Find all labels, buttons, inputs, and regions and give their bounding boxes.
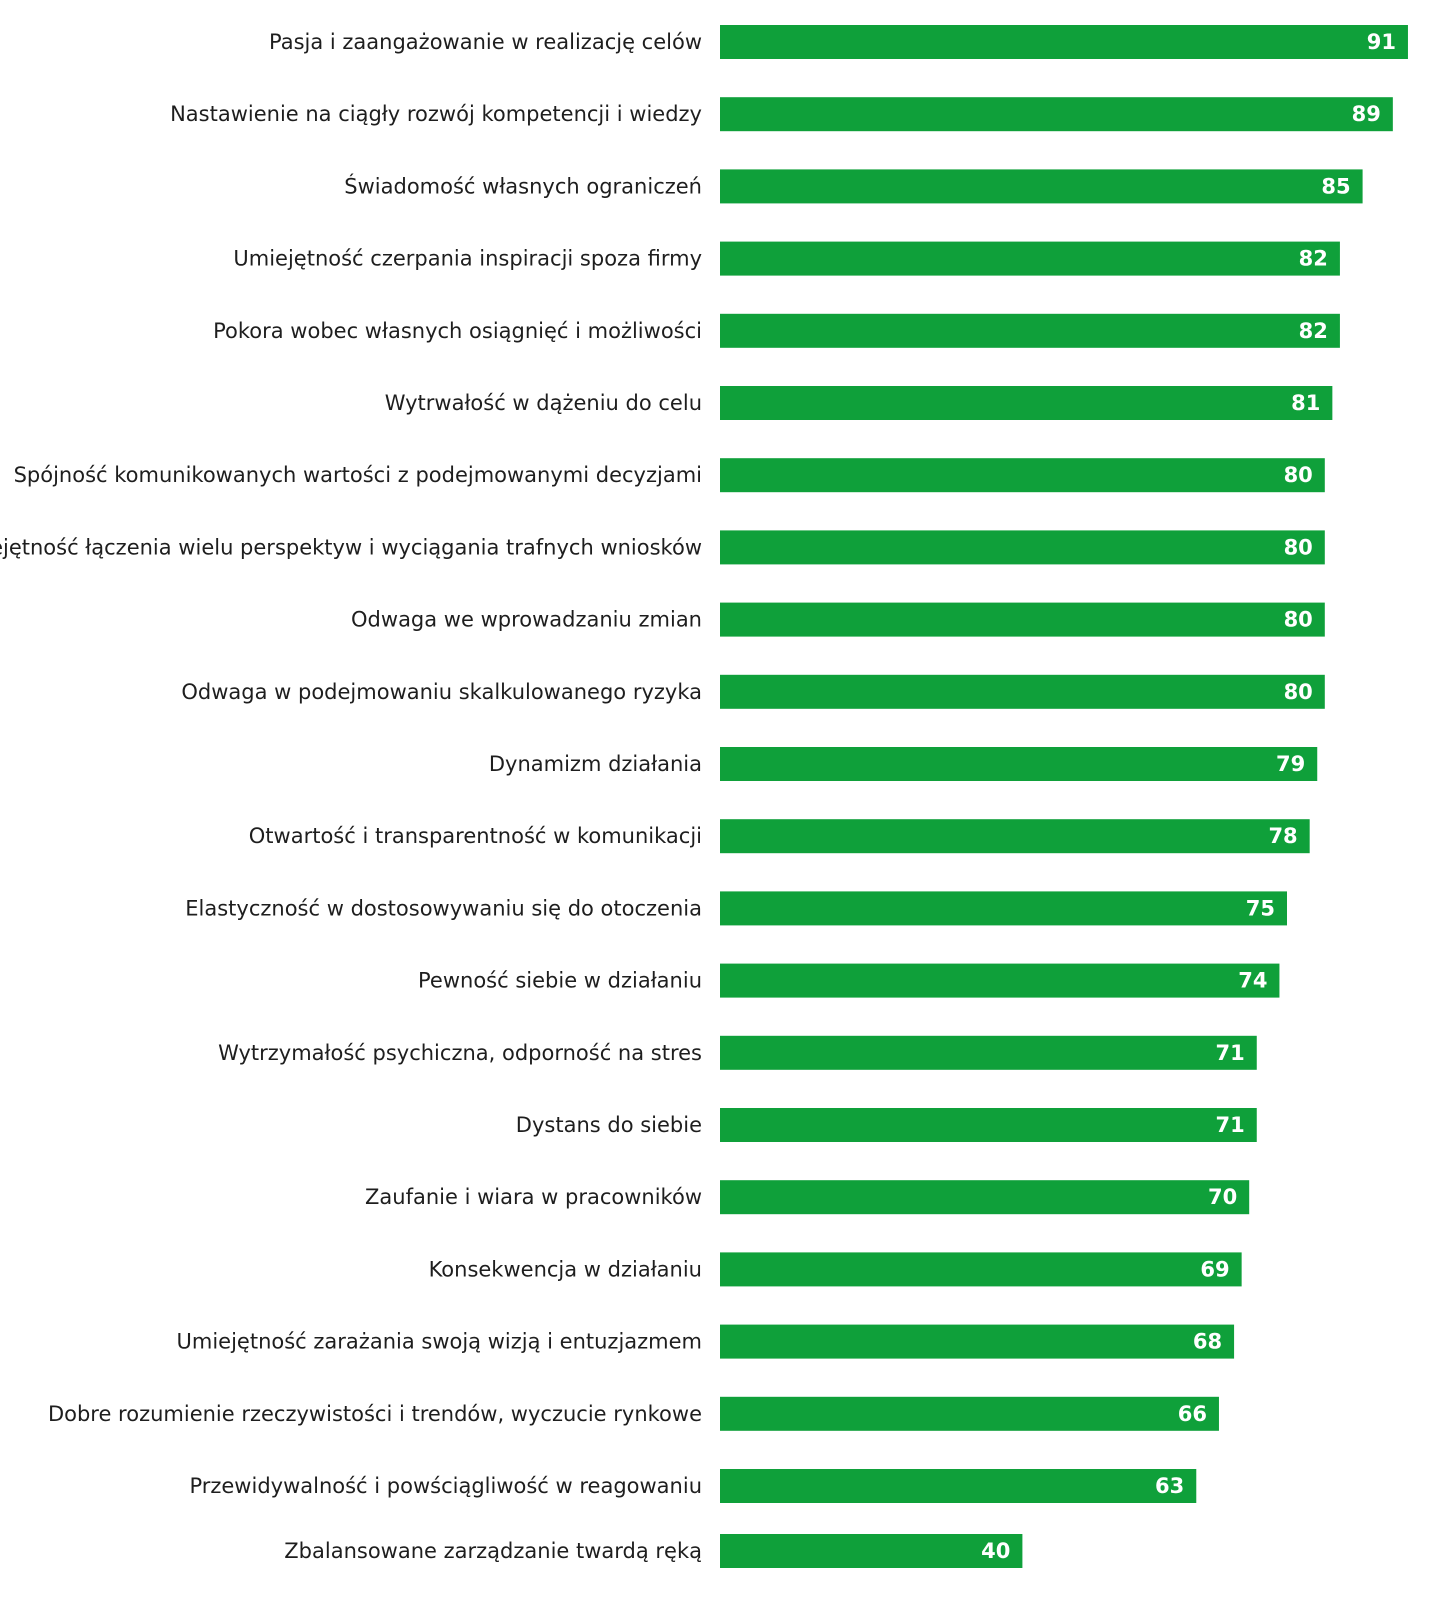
value-label: 69	[1200, 1257, 1229, 1281]
bar	[720, 25, 1408, 59]
bar	[720, 169, 1363, 204]
bar	[720, 674, 1325, 709]
category-label: Pasja i zaangażowanie w realizację celów	[269, 30, 702, 54]
category-label: Elastyczność w dostosowywaniu się do oto…	[185, 896, 702, 920]
bar	[720, 1396, 1219, 1431]
category-label: Zaufanie i wiara w pracowników	[365, 1185, 702, 1209]
bar	[720, 386, 1333, 420]
value-label: 79	[1276, 752, 1305, 776]
value-label: 89	[1352, 102, 1381, 126]
category-label: Konsekwencja w działaniu	[429, 1257, 702, 1281]
category-label: Umiejętność zarażania swoją wizją i entu…	[177, 1330, 702, 1354]
value-label: 82	[1299, 319, 1328, 343]
value-label: 81	[1291, 391, 1320, 415]
bar	[720, 241, 1340, 276]
bar	[720, 747, 1318, 781]
category-label: Pewność siebie w działaniu	[418, 969, 702, 993]
category-label: Dynamizm działania	[489, 752, 702, 776]
bar	[720, 458, 1325, 493]
bar	[720, 1534, 1023, 1568]
value-label: 80	[1284, 463, 1313, 487]
value-label: 80	[1284, 608, 1313, 632]
value-label: 40	[981, 1539, 1010, 1563]
bar	[720, 530, 1325, 565]
value-label: 91	[1367, 30, 1396, 54]
category-label: Spójność komunikowanych wartości z podej…	[14, 463, 702, 487]
value-label: 82	[1299, 247, 1328, 271]
category-label: Przewidywalność i powściągliwość w reago…	[189, 1474, 702, 1498]
category-label: Świadomość własnych ograniczeń	[344, 173, 702, 198]
category-label: Umiejętność czerpania inspiracji spoza f…	[233, 247, 702, 271]
category-label: Zbalansowane zarządzanie twardą ręką	[284, 1539, 702, 1563]
bar	[720, 819, 1310, 854]
bar	[720, 1108, 1257, 1142]
bar	[720, 1324, 1235, 1359]
bar	[720, 1252, 1242, 1287]
value-label: 70	[1208, 1185, 1237, 1209]
category-label: Pokora wobec własnych osiągnięć i możliw…	[213, 319, 702, 343]
value-label: 75	[1246, 896, 1275, 920]
bar	[720, 1469, 1197, 1503]
category-label: Wytrwałość w dążeniu do celu	[385, 391, 702, 415]
bar	[720, 891, 1287, 926]
category-label: Dobre rozumienie rzeczywistości i trendó…	[48, 1402, 702, 1426]
category-label: Odwaga we wprowadzaniu zmian	[351, 608, 702, 632]
category-label: Nastawienie na ciągły rozwój kompetencji…	[170, 102, 702, 126]
value-label: 71	[1216, 1041, 1245, 1065]
category-label: Otwartość i transparentność w komunikacj…	[249, 824, 702, 848]
value-label: 66	[1178, 1402, 1207, 1426]
category-label: Dystans do siebie	[516, 1113, 702, 1137]
category-label: Wytrzymałość psychiczna, odporność na st…	[218, 1041, 702, 1065]
value-label: 80	[1284, 535, 1313, 559]
category-label: Odwaga w podejmowaniu skalkulowanego ryz…	[181, 680, 702, 704]
category-label: Umiejętność łączenia wielu perspektyw i …	[0, 535, 702, 559]
value-label: 63	[1155, 1474, 1184, 1498]
value-label: 74	[1238, 969, 1267, 993]
value-label: 78	[1268, 824, 1297, 848]
value-label: 68	[1193, 1330, 1222, 1354]
bar	[720, 963, 1280, 998]
bar	[720, 1035, 1257, 1070]
bar	[720, 602, 1325, 637]
value-label: 80	[1284, 680, 1313, 704]
bar	[720, 1180, 1250, 1215]
value-label: 71	[1216, 1113, 1245, 1137]
value-label: 85	[1321, 174, 1350, 198]
bar	[720, 313, 1340, 348]
bar	[720, 97, 1393, 132]
